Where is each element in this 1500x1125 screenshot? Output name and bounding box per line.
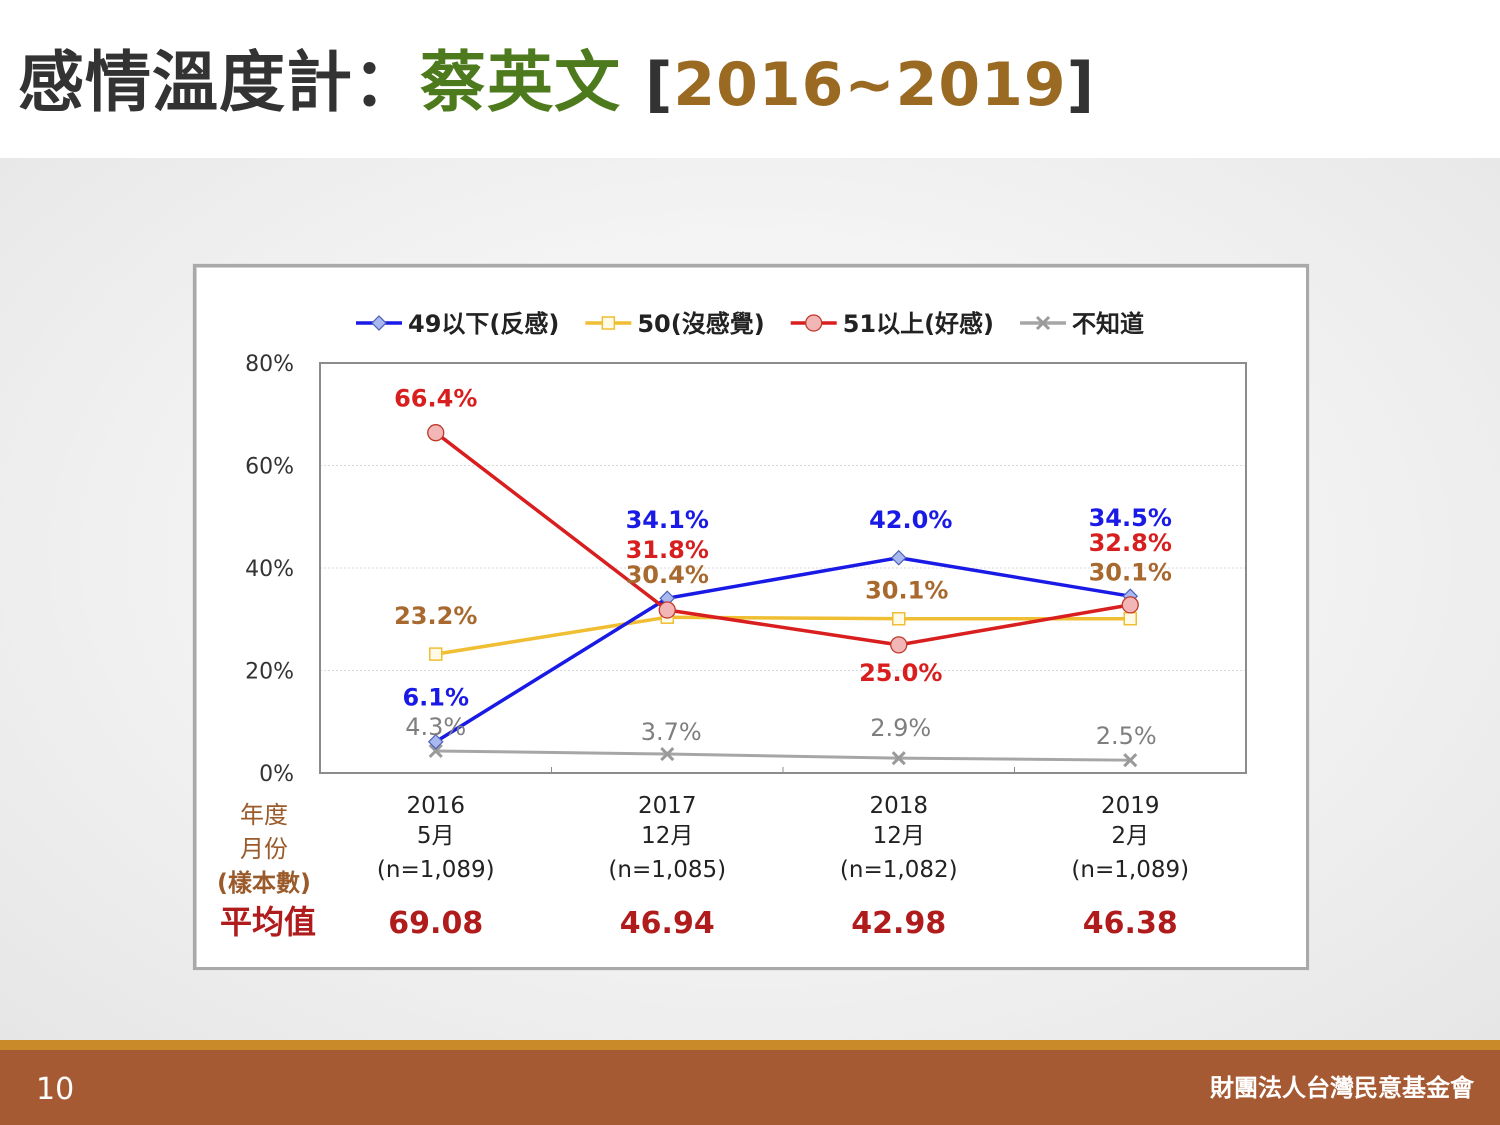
series-line-unknown — [435, 749, 1131, 762]
series-line-neutral — [435, 615, 1131, 656]
legend-marker-positive — [805, 314, 823, 332]
line-chart: 0% 20% 40% 60% 80% 6.1% 34.1% 42.0% 34.5% 23.2% 30… — [217, 310, 1247, 941]
data-label-unknown: 2.9% — [870, 714, 931, 742]
data-point-positive — [890, 636, 908, 654]
average-row-label: 平均值 — [220, 903, 316, 941]
average-value: 42.98 — [851, 906, 946, 941]
data-label-positive: 31.8% — [626, 536, 709, 564]
x-tick-label-year: 2017 — [638, 793, 697, 819]
x-tick-label-year: 2019 — [1101, 793, 1160, 819]
legend-label-neutral: 50(沒感覺) — [637, 310, 764, 338]
x-tick-label-sample: (n=1,089) — [377, 857, 495, 883]
data-label-negative: 34.1% — [626, 506, 709, 534]
data-label-neutral: 30.4% — [626, 561, 709, 589]
data-point-negative — [427, 733, 444, 750]
data-label-unknown: 3.7% — [641, 718, 702, 746]
data-label-positive: 32.8% — [1089, 529, 1172, 557]
x-tick-label-sample: (n=1,089) — [1071, 857, 1189, 883]
x-tick-label-year: 2016 — [406, 793, 465, 819]
x-tick-label-month: 5月 — [417, 823, 455, 849]
legend-marker-neutral — [601, 316, 616, 330]
average-value: 46.94 — [620, 906, 715, 941]
y-tick-label: 20% — [245, 660, 294, 685]
data-point-unknown — [428, 743, 443, 759]
legend-label-negative: 49以下(反感) — [408, 310, 559, 338]
data-point-neutral — [1123, 611, 1137, 626]
series-line-negative — [434, 556, 1131, 744]
chart-panel: 0% 20% 40% 60% 80% 6.1% 34.1% 42.0% 34.5% 23.2% 30… — [193, 264, 1309, 970]
row-label: 月份 — [240, 835, 288, 863]
x-tick-label-month: 2月 — [1111, 823, 1149, 849]
data-point-negative — [890, 549, 907, 566]
row-label: 年度 — [240, 801, 288, 829]
title-bar: 感情溫度計：蔡英文 [2016~2019] — [0, 0, 1500, 158]
data-label-positive: 66.4% — [394, 385, 477, 413]
data-point-positive — [427, 424, 445, 442]
data-point-neutral — [429, 647, 443, 661]
data-label-unknown: 2.5% — [1096, 722, 1157, 750]
legend-label-unknown: 不知道 — [1072, 310, 1144, 338]
y-tick-label: 0% — [259, 762, 294, 787]
title-prefix: 感情溫度計： — [18, 44, 420, 121]
data-label-unknown: 4.3% — [405, 713, 466, 741]
x-tick-label-sample: (n=1,082) — [840, 857, 958, 883]
x-tick-label-month: 12月 — [641, 823, 693, 849]
title-bracket-open: [ — [644, 50, 674, 120]
data-label-neutral: 23.2% — [394, 602, 477, 630]
data-point-unknown — [1123, 753, 1138, 768]
y-tick-label: 60% — [245, 455, 294, 480]
x-tick-label-month: 12月 — [873, 823, 925, 849]
organization-name: 財團法人台灣民意基金會 — [1210, 1074, 1474, 1102]
data-label-neutral: 30.1% — [1089, 559, 1172, 587]
title-name: 蔡英文 — [420, 44, 621, 121]
data-label-negative: 42.0% — [869, 506, 952, 534]
legend-marker-negative — [371, 315, 387, 331]
y-tick-label: 40% — [245, 557, 294, 582]
data-label-negative: 6.1% — [402, 684, 469, 712]
legend-label-positive: 51以上(好感) — [843, 310, 994, 338]
data-point-unknown — [660, 746, 675, 762]
y-tick-label: 80% — [245, 352, 294, 377]
data-point-unknown — [891, 751, 906, 766]
page-number: 10 — [36, 1072, 75, 1107]
data-label-negative: 34.5% — [1089, 504, 1172, 532]
footer-bar — [0, 1050, 1500, 1125]
data-label-positive: 25.0% — [859, 659, 942, 687]
slide-title: 感情溫度計：蔡英文 [2016~2019] — [18, 38, 1095, 130]
series-line-positive — [434, 431, 1131, 647]
data-point-positive — [1121, 596, 1139, 614]
data-label-neutral: 30.1% — [865, 577, 948, 605]
data-point-neutral — [892, 611, 906, 626]
row-label: (樣本數) — [217, 869, 311, 897]
data-point-positive — [658, 601, 676, 619]
average-value: 69.08 — [388, 906, 483, 941]
average-value: 46.38 — [1083, 906, 1178, 941]
footer-accent-line — [0, 1040, 1500, 1050]
title-years: 2016~2019 — [673, 50, 1067, 120]
title-bracket-close: ] — [1066, 50, 1096, 120]
x-tick-label-year: 2018 — [869, 793, 928, 819]
legend-marker-unknown — [1035, 315, 1051, 331]
x-tick-label-sample: (n=1,085) — [608, 857, 726, 883]
